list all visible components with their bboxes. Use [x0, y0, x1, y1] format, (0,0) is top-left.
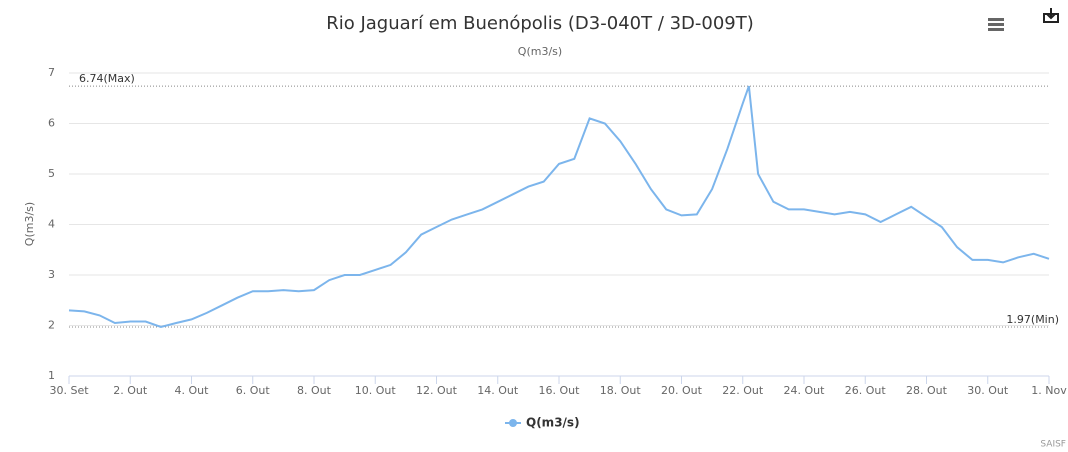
x-tick-label: 26. Out [845, 384, 887, 397]
menu-bar [988, 23, 1004, 26]
x-tick-label: 20. Out [661, 384, 703, 397]
plot-line-label: 1.97(Min) [1006, 313, 1059, 326]
x-tick-label: 30. Out [967, 384, 1009, 397]
y-tick-label: 1 [48, 369, 55, 382]
y-tick-label: 2 [48, 319, 55, 332]
download-icon[interactable] [1043, 8, 1059, 23]
y-tick-label: 3 [48, 268, 55, 281]
x-tick-label: 16. Out [539, 384, 581, 397]
series-line [68, 85, 1050, 329]
legend-marker [509, 419, 517, 427]
x-tick-label: 2. Out [113, 384, 148, 397]
x-tick-label: 10. Out [355, 384, 397, 397]
x-tick-label: 4. Out [175, 384, 210, 397]
chart-subtitle: Q(m3/s) [518, 45, 562, 58]
x-tick-label: 28. Out [906, 384, 948, 397]
y-tick-label: 7 [48, 66, 55, 79]
y-tick-label: 6 [48, 117, 55, 130]
download-button[interactable] [1043, 8, 1059, 23]
x-tick-label: 12. Out [416, 384, 458, 397]
x-tick-label: 14. Out [477, 384, 519, 397]
x-tick-label: 8. Out [297, 384, 332, 397]
x-tick-label: 18. Out [600, 384, 642, 397]
chart-title: Rio Jaguarí em Buenópolis (D3-040T / 3D-… [326, 13, 754, 34]
x-tick-label: 22. Out [722, 384, 764, 397]
legend-label: Q(m3/s) [526, 416, 580, 430]
plot-line-label: 6.74(Max) [79, 72, 135, 85]
menu-bar [988, 28, 1004, 31]
menu-button[interactable] [986, 16, 1006, 32]
y-tick-label: 4 [48, 218, 55, 231]
x-tick-label: 24. Out [784, 384, 826, 397]
credits: SAISF [1040, 440, 1066, 450]
x-tick-label: 6. Out [236, 384, 271, 397]
y-tick-label: 5 [48, 167, 55, 180]
x-tick-label: 30. Set [49, 384, 89, 397]
y-axis-title: Q(m3/s) [23, 202, 36, 246]
menu-bar [988, 18, 1004, 21]
x-tick-label: 1. Nov [1031, 384, 1067, 397]
